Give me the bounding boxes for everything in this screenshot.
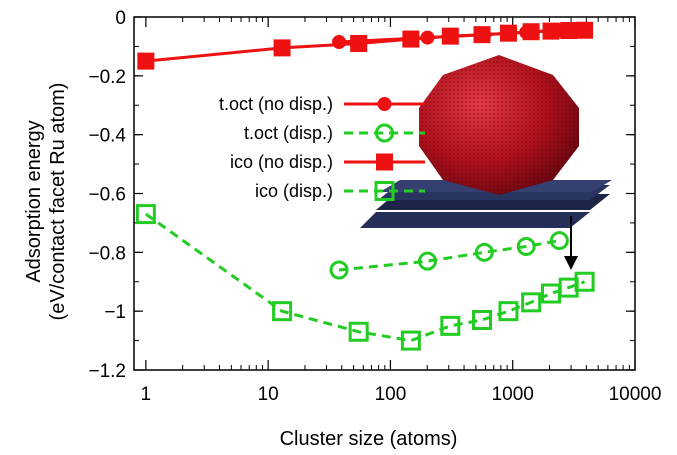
y-tick-label: −0.4 [88,126,126,147]
y-axis-label-line: Adsorption energy [23,120,45,282]
data-point [542,22,560,40]
data-point [441,27,459,45]
x-tick-label: 10000 [609,384,662,405]
legend-marker [376,153,393,171]
cluster-inset-illustration [360,55,612,270]
y-tick-label: −0.6 [88,185,126,206]
series-3 [135,204,595,351]
data-point [273,39,291,57]
data-point [272,301,293,322]
data-point [329,260,349,280]
data-point [541,283,562,304]
y-tick-label: 0 [115,8,126,29]
inset-arrow-head [564,256,578,270]
data-point [516,236,536,256]
data-point [498,301,519,322]
data-point [440,315,461,336]
data-point [576,21,594,39]
x-tick-label: 10 [258,384,279,405]
data-point [332,35,347,50]
data-point [472,309,493,330]
y-tick-label: −0.8 [88,243,126,264]
data-point [350,34,368,52]
x-tick-label: 1 [141,384,152,405]
data-point [348,321,369,342]
legend-label: ico (no disp.) [230,152,333,172]
legend-label: t.oct (disp.) [244,123,333,143]
y-tick-label: −1.2 [88,361,126,382]
data-point [400,330,421,351]
data-point [418,251,438,271]
legend-label: ico (disp.) [255,181,333,201]
series-2 [137,21,594,70]
data-point [522,23,540,41]
x-tick-label: 100 [375,384,407,405]
data-point [549,231,569,251]
cluster-particle-texture [419,55,579,195]
legend-marker [375,123,394,143]
data-point [137,52,155,70]
legend-marker [374,181,395,201]
legend-label: t.oct (no disp.) [219,94,333,114]
data-point [560,22,578,40]
data-point [474,242,494,262]
data-point [473,26,491,44]
series-1 [329,231,569,280]
support-layer-front [360,212,590,228]
y-tick-label: −1 [104,302,126,323]
series-line [338,239,560,272]
data-point [135,204,156,225]
data-point [574,271,595,292]
y-axis-label: Adsorption energy (eV/contact facet Ru at… [23,83,69,321]
y-axis-label-line: (eV/contact facet Ru atom) [47,83,69,321]
x-tick-label: 1000 [492,384,534,405]
y-tick-label: −0.2 [88,67,126,88]
series-line [145,212,586,343]
data-point [402,30,420,48]
legend-marker [377,97,392,111]
data-point [521,292,542,313]
x-axis-label: Cluster size (atoms) [280,428,458,450]
data-point [499,24,517,42]
